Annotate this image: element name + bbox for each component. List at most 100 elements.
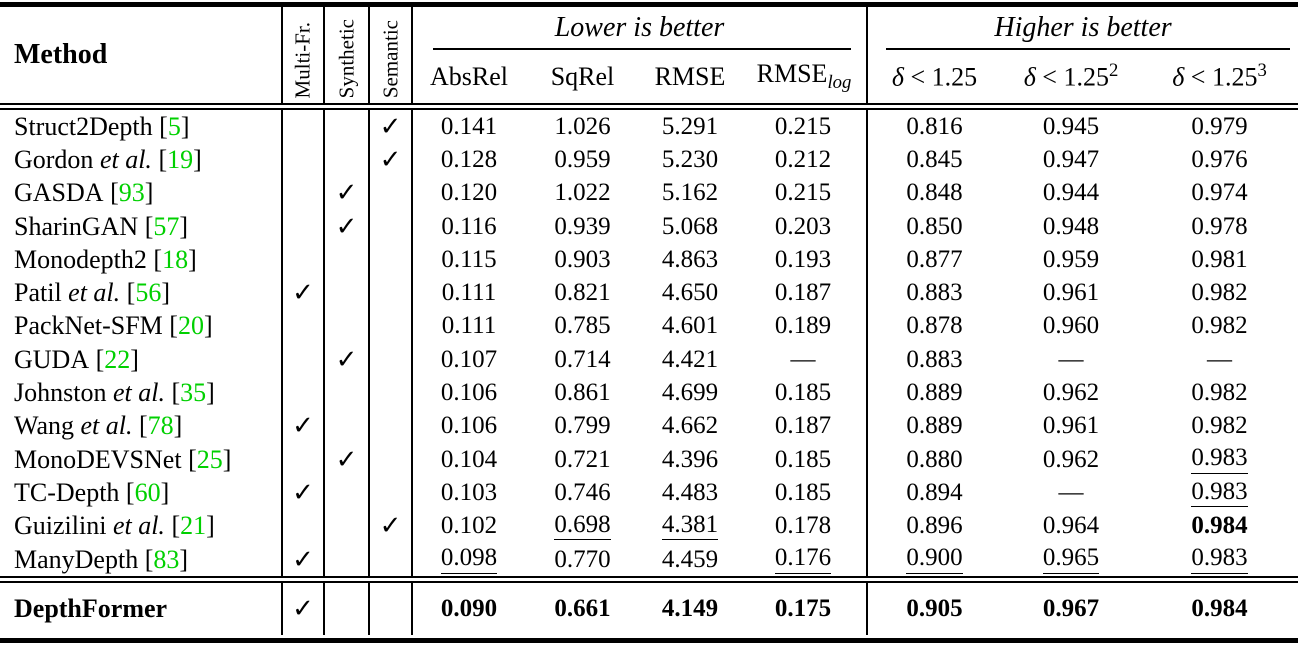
metric-value: 0.900	[906, 545, 963, 574]
metric-value: 0.983	[1191, 478, 1248, 508]
metric-rmse-log: 0.178	[740, 509, 868, 543]
metric-value: 0.816	[906, 112, 963, 140]
check-semantic	[370, 343, 413, 377]
metric-sqrel: 1.022	[525, 177, 640, 210]
method-cell: Monodepth2 [18]	[0, 243, 283, 277]
metric-delta1: 0.905	[868, 583, 1001, 635]
metric-value: 0.721	[554, 445, 611, 473]
delta-symbol: δ	[891, 62, 904, 92]
method-cell: Gordon et al. [19]	[0, 143, 283, 177]
citation-number: 18	[162, 244, 189, 274]
citation-number: 56	[135, 278, 162, 308]
metric-delta2: 0.948	[1001, 210, 1141, 243]
metric-value: 0.944	[1042, 179, 1100, 207]
metric-value: 0.141	[440, 112, 498, 140]
higher-group-label: Higher is better	[994, 11, 1172, 43]
metric-absrel: 0.111	[413, 276, 525, 309]
citation-bracket-close: ]	[203, 311, 213, 341]
metric-value: 0.982	[1191, 312, 1248, 340]
check-multi-fr: ✓	[283, 583, 325, 636]
table-row: Patil et al. [56] ✓ 0.111 0.821 4.650 0.187 0.…	[0, 276, 1298, 310]
metric-rmse: 5.291	[640, 110, 740, 143]
metric-rmse: 4.483	[640, 476, 740, 509]
delta-exponent: 2	[1108, 60, 1119, 82]
metric-delta3: 0.983	[1141, 476, 1298, 509]
metric-rmse-log: 0.203	[740, 209, 868, 244]
method-name: SharinGAN	[14, 211, 139, 241]
method-cell: Struct2Depth [5]	[0, 110, 283, 144]
checkmark-icon: ✓	[335, 344, 358, 374]
metric-value: 0.964	[1042, 512, 1100, 540]
citation-bracket-close: ]	[179, 544, 189, 574]
method-cell: ManyDepth [83]	[0, 542, 283, 577]
check-multi-fr	[283, 143, 325, 177]
metric-sqrel: 0.959	[525, 143, 640, 176]
metric-value: 0.203	[774, 212, 832, 240]
method-column-header: Method	[0, 7, 283, 103]
metric-rmse-log: 0.215	[740, 176, 868, 210]
citation-bracket-close: ]	[180, 111, 190, 141]
citation-number: 5	[167, 111, 181, 141]
method-cell: GUDA [22]	[0, 343, 283, 377]
metric-rmse: 4.381	[640, 510, 740, 543]
delta-threshold: < 1.25	[1184, 62, 1258, 92]
metric-value: 0.883	[906, 279, 963, 307]
table-row: DepthFormer ✓ 0.090 0.661 4.149 0.175 0.905 0.9…	[0, 583, 1298, 636]
metric-value: 0.799	[554, 412, 611, 440]
check-semantic	[370, 276, 413, 310]
metric-value: 0.098	[440, 545, 498, 574]
metric-value: 4.601	[661, 312, 719, 340]
metric-delta3: 0.983	[1141, 543, 1298, 576]
citation-bracket-close: ]	[188, 244, 197, 274]
table-body: Struct2Depth [5] ✓ 0.141 1.026 5.291 0.215 0.8…	[0, 110, 1298, 577]
metric-value: 0.212	[774, 145, 832, 173]
table-footer: DepthFormer ✓ 0.090 0.661 4.149 0.175 0.905 0.9…	[0, 583, 1298, 636]
metric-absrel: 0.104	[413, 443, 525, 476]
metric-delta3: —	[1141, 343, 1298, 376]
metric-rmse: 5.230	[640, 143, 740, 176]
metric-value: 5.068	[661, 212, 719, 240]
metric-delta1: 0.816	[868, 110, 1001, 143]
citation-bracket-open: [	[164, 378, 181, 408]
citation-number: 20	[177, 311, 204, 341]
metric-delta3: 0.982	[1141, 276, 1298, 309]
citation-bracket-close: ]	[160, 477, 170, 507]
checkmark-icon: ✓	[335, 178, 358, 208]
metric-value: 0.090	[440, 595, 498, 623]
table-row: PackNet-SFM [20] 0.111 0.785 4.601 0.189 0.87…	[0, 309, 1298, 344]
check-synthetic: ✓	[325, 343, 370, 377]
method-cell: Johnston et al. [35]	[0, 376, 283, 410]
metric-value: —	[1058, 345, 1084, 373]
metric-value: 0.185	[774, 379, 832, 407]
check-synthetic: ✓	[325, 176, 370, 210]
col-header-semantic: Semantic	[370, 7, 413, 103]
citation-bracket-open: [	[138, 211, 154, 241]
metric-value: 0.714	[554, 345, 611, 373]
checkmark-icon: ✓	[335, 444, 358, 474]
metric-value: 0.889	[906, 379, 963, 407]
metric-sqrel: 0.661	[525, 583, 640, 635]
metric-value: 0.848	[906, 179, 963, 207]
metric-sqrel: 0.714	[525, 343, 640, 376]
metric-value: 0.187	[774, 412, 832, 440]
metric-rmse: 4.601	[640, 310, 740, 343]
metric-absrel: 0.106	[413, 376, 525, 409]
check-multi-fr	[283, 509, 325, 543]
metric-value: 5.291	[661, 112, 719, 140]
table-row: Struct2Depth [5] ✓ 0.141 1.026 5.291 0.215 0.8…	[0, 110, 1298, 144]
metric-value: 0.215	[774, 112, 832, 140]
citation-bracket-close: ]	[206, 511, 215, 541]
metric-absrel: 0.116	[413, 210, 525, 243]
metric-value: 0.103	[440, 478, 498, 506]
metric-value: 0.984	[1191, 595, 1248, 623]
lower-group-columns: AbsRel SqRel RMSE RMSElog	[413, 50, 866, 103]
citation-number: 25	[196, 444, 223, 474]
check-synthetic	[325, 110, 370, 144]
metric-sqrel: 0.861	[525, 376, 640, 409]
metric-value: 0.883	[906, 345, 963, 373]
metric-rmse-log: 0.187	[740, 276, 868, 310]
metric-value: 4.699	[661, 379, 719, 407]
citation-bracket-open: [	[152, 111, 168, 141]
checkmark-icon: ✓	[379, 511, 402, 541]
method-name: Monodepth2	[14, 244, 147, 274]
